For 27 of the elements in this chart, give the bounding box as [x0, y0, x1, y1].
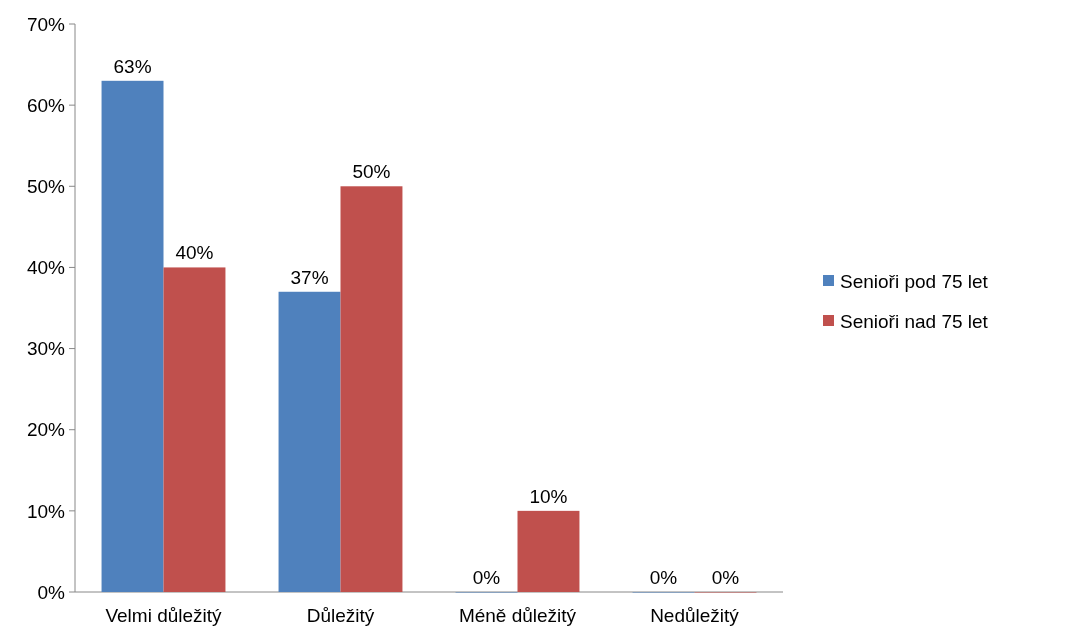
legend-label: Senioři pod 75 let: [840, 270, 989, 292]
y-tick-label: 60%: [26, 94, 66, 116]
bar: [340, 186, 403, 592]
x-tick-label: Méně důležitý: [458, 605, 577, 626]
data-label: 50%: [352, 161, 391, 183]
data-label: 0%: [472, 567, 501, 588]
data-label: 40%: [175, 242, 214, 264]
legend-label: Senioři nad 75 let: [840, 310, 989, 332]
y-tick-label: 0%: [37, 581, 66, 603]
data-label: 37%: [290, 266, 329, 288]
x-tick-label: Velmi důležitý: [105, 605, 223, 626]
y-tick-label: 10%: [26, 500, 66, 522]
y-tick-label: 20%: [26, 419, 66, 441]
x-tick-label: Nedůležitý: [650, 605, 740, 626]
bar: [517, 510, 580, 592]
bar: [101, 80, 164, 592]
bar: [163, 267, 226, 592]
data-label: 10%: [529, 485, 568, 507]
y-tick-label: 70%: [26, 13, 66, 35]
y-tick-label: 50%: [26, 175, 66, 197]
data-label: 63%: [113, 55, 152, 77]
bar: [278, 291, 341, 592]
data-label: 0%: [649, 567, 678, 588]
y-tick-label: 40%: [26, 257, 66, 279]
y-tick-label: 30%: [26, 338, 66, 360]
data-label: 0%: [711, 567, 740, 588]
x-tick-label: Důležitý: [306, 605, 375, 626]
